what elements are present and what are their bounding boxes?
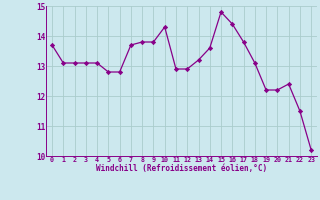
X-axis label: Windchill (Refroidissement éolien,°C): Windchill (Refroidissement éolien,°C) xyxy=(96,164,267,173)
